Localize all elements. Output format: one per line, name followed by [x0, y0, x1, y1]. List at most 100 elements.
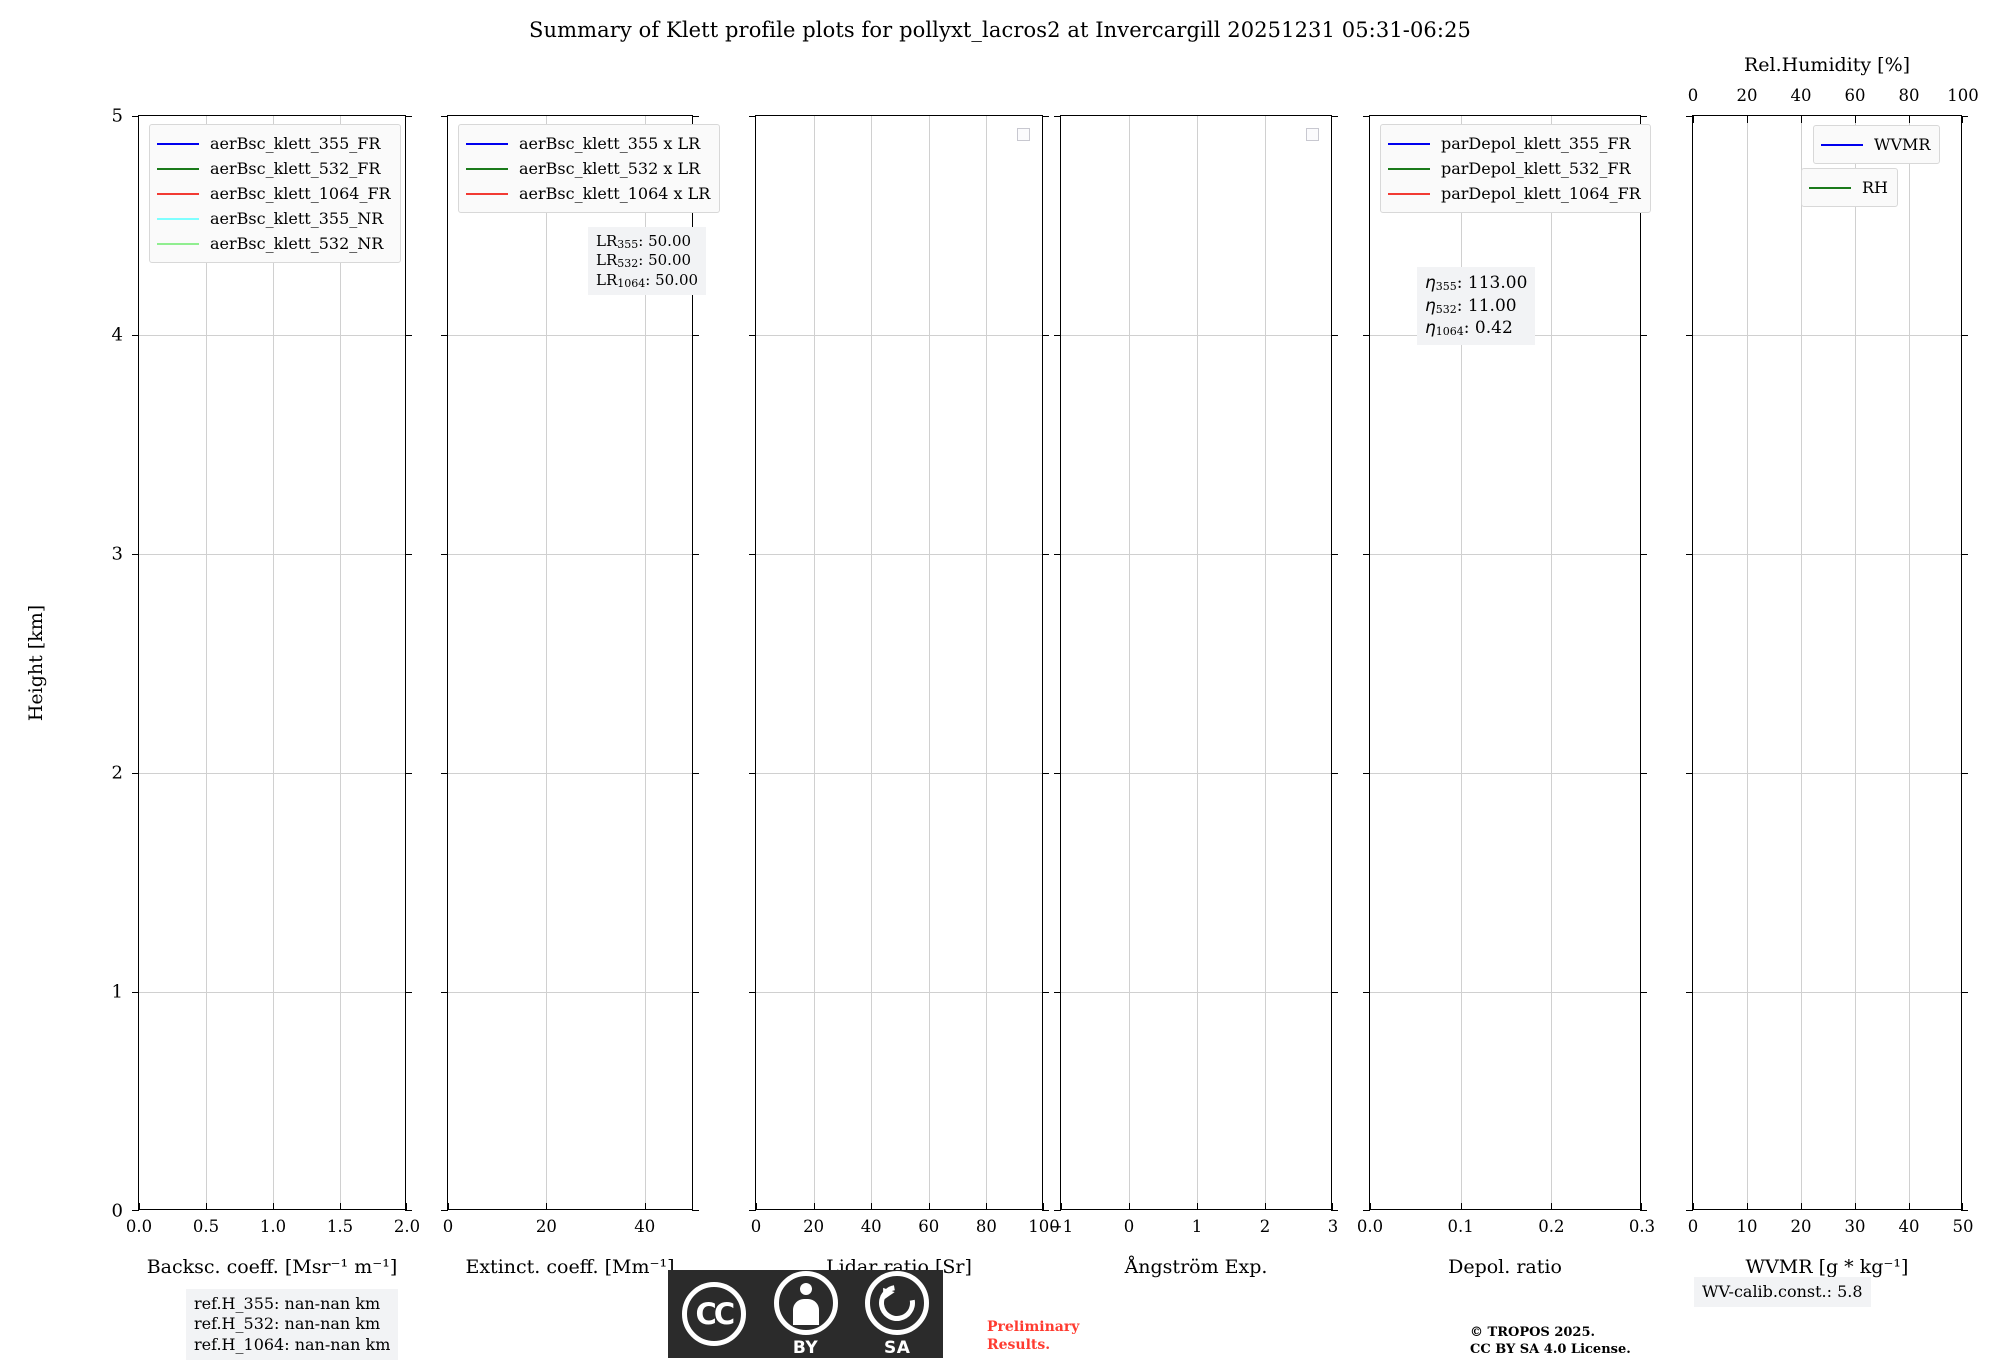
- legend-label: WVMR: [1874, 135, 1931, 154]
- legend-line-swatch: [157, 217, 199, 220]
- legend-entry[interactable]: aerBsc_klett_1064 x LR: [466, 181, 710, 206]
- x-tick-label: 40: [860, 1217, 882, 1236]
- x-tick: [448, 1203, 449, 1210]
- lr-line: LR355: 50.00: [596, 232, 692, 251]
- y-tick: [1686, 554, 1693, 555]
- lr-line: LR1064: 50.00: [596, 270, 699, 290]
- x-tick-label: 20: [535, 1217, 557, 1236]
- y-tick-right: [405, 335, 412, 336]
- y-tick: [749, 1210, 756, 1211]
- top-x-tick: [1747, 116, 1748, 123]
- x-tick: [139, 1203, 140, 1210]
- preliminary-line-1: Preliminary: [987, 1319, 1080, 1335]
- gridline-vertical: [1551, 116, 1553, 1209]
- x-tick: [1801, 1203, 1802, 1210]
- page-title: Summary of Klett profile plots for polly…: [529, 18, 1471, 42]
- eta-line: η355: 113.00: [1425, 273, 1528, 293]
- x-tick-label: 40: [1898, 1217, 1920, 1236]
- legend-wvmr[interactable]: WVMR: [1813, 125, 1941, 164]
- gridline-vertical: [546, 116, 548, 1209]
- y-tick: [749, 116, 756, 117]
- y-tick: [1363, 1210, 1370, 1211]
- gridline-horizontal: [448, 992, 692, 993]
- legend-entry[interactable]: aerBsc_klett_355_NR: [157, 206, 391, 231]
- x-tick: [1370, 1203, 1371, 1210]
- x-tick: [1265, 1203, 1266, 1210]
- x-tick: [1332, 1203, 1333, 1210]
- gridline-horizontal: [756, 335, 1042, 336]
- panel-extinction: 0 20 40 Extinct. coeff. [Mm⁻¹] aerBsc_klett_…: [441, 115, 721, 1278]
- legend-line-swatch: [466, 142, 508, 145]
- legend-entry[interactable]: parDepol_klett_355_FR: [1388, 131, 1641, 156]
- legend-entry[interactable]: aerBsc_klett_355_FR: [157, 131, 391, 156]
- x-tick-label: 1.5: [326, 1217, 354, 1236]
- x-tick-label: 0.5: [192, 1217, 220, 1236]
- gridline-vertical: [644, 116, 646, 1209]
- legend-line-swatch: [1388, 192, 1430, 195]
- y-tick-right: [692, 992, 699, 993]
- x-tick: [756, 1203, 757, 1210]
- x-tick-label: 1.0: [259, 1217, 287, 1236]
- y-tick: [1363, 992, 1370, 993]
- legend-entry[interactable]: aerBsc_klett_532 x LR: [466, 156, 710, 181]
- panel-angstrom-exponent: −1 0 1 2 3 Ångström Exp.: [1049, 115, 1338, 1278]
- cc-circle-icon: CC: [681, 1282, 746, 1346]
- y-tick: [441, 992, 448, 993]
- gridline-vertical: [1129, 116, 1130, 1209]
- y-axis-label: Height [km]: [25, 604, 47, 722]
- gridline-vertical: [273, 116, 274, 1209]
- top-x-tick-label: 0: [1687, 86, 1699, 105]
- cc-by-cell: BY: [760, 1270, 852, 1358]
- y-tick-right: [1640, 116, 1647, 117]
- x-tick: [1551, 1203, 1553, 1210]
- y-tick: [1686, 992, 1693, 993]
- creative-commons-badge: CC BY SA: [668, 1270, 943, 1358]
- y-tick-right: [1042, 335, 1049, 336]
- y-tick: [441, 116, 448, 117]
- y-tick-right: [1961, 1210, 1968, 1211]
- y-tick-right: [1042, 554, 1049, 555]
- legend-entry[interactable]: aerBsc_klett_1064_FR: [157, 181, 391, 206]
- legend-label: aerBsc_klett_355 x LR: [519, 134, 701, 153]
- lr-line: LR532: 50.00: [596, 251, 692, 271]
- gridline-horizontal: [1061, 554, 1331, 555]
- gridline-horizontal: [756, 773, 1042, 774]
- x-tick-label: 20: [803, 1217, 825, 1236]
- legend-label: aerBsc_klett_532 x LR: [519, 159, 701, 178]
- gridline-horizontal: [1693, 554, 1961, 555]
- legend-label: aerBsc_klett_1064_FR: [210, 184, 391, 203]
- gridline-horizontal: [1693, 773, 1961, 774]
- legend-rh[interactable]: RH: [1801, 168, 1898, 207]
- gridline-vertical: [340, 116, 341, 1209]
- y-tick-right: [1331, 116, 1338, 117]
- legend-extinction[interactable]: aerBsc_klett_355 x LR aerBsc_klett_532 x …: [458, 124, 721, 213]
- legend-depol-ratio[interactable]: parDepol_klett_355_FR parDepol_klett_532_…: [1380, 124, 1651, 213]
- wv-calib-text: WV-calib.const.: 5.8: [1702, 1282, 1863, 1301]
- x-tick-label: −1: [1048, 1217, 1074, 1236]
- x-tick: [406, 1203, 407, 1210]
- y-tick: [441, 554, 448, 555]
- y-tick-label: 1: [111, 981, 123, 1003]
- gridline-horizontal: [1370, 554, 1640, 555]
- y-tick-right: [1042, 116, 1049, 117]
- legend-label: aerBsc_klett_355_FR: [210, 134, 381, 153]
- x-tick: [644, 1203, 646, 1210]
- legend-entry[interactable]: parDepol_klett_1064_FR: [1388, 181, 1641, 206]
- y-tick: [1363, 335, 1370, 336]
- lidar-ratio-annotation: LR355: 50.00 LR532: 50.00 LR1064: 50.00: [588, 227, 707, 296]
- y-tick-right: [692, 335, 699, 336]
- x-tick-label: 80: [975, 1217, 997, 1236]
- x-tick-label: 60: [918, 1217, 940, 1236]
- legend-entry[interactable]: aerBsc_klett_532_NR: [157, 231, 391, 256]
- x-tick: [1061, 1203, 1062, 1210]
- y-tick: [749, 554, 756, 555]
- cc-by-label: BY: [792, 1337, 819, 1358]
- x-tick-label: 0.3: [1628, 1217, 1656, 1236]
- legend-entry[interactable]: aerBsc_klett_355 x LR: [466, 131, 710, 156]
- y-tick-right: [1640, 554, 1647, 555]
- legend-entry[interactable]: aerBsc_klett_532_FR: [157, 156, 391, 181]
- legend-entry[interactable]: parDepol_klett_532_FR: [1388, 156, 1641, 181]
- x-tick: [1747, 1203, 1748, 1210]
